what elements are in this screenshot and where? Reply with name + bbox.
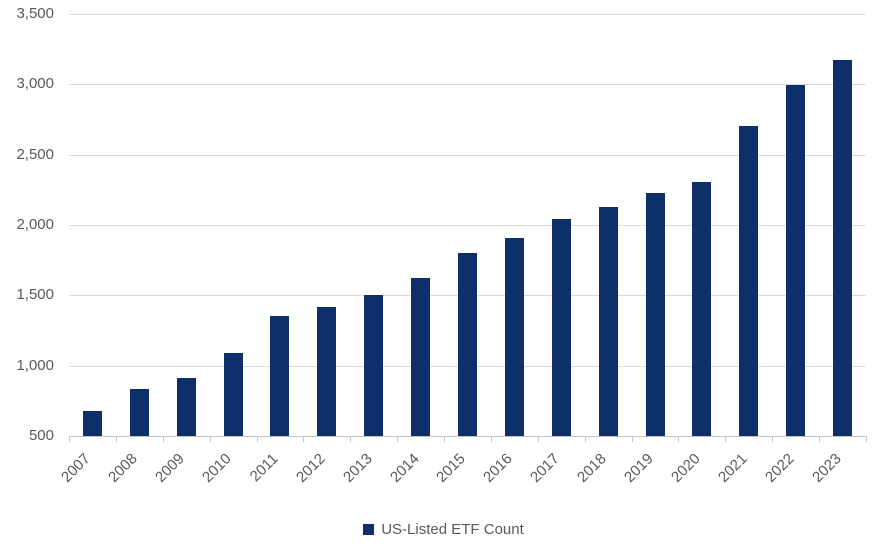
x-axis-label-2009: 2009 [151, 450, 188, 486]
bar-2019 [646, 193, 665, 436]
x-axis-label-2021: 2021 [714, 450, 751, 486]
bar-2011 [270, 316, 289, 436]
x-axis-tick [538, 437, 539, 442]
bar-2016 [505, 238, 524, 436]
x-axis-tick [866, 437, 867, 442]
x-axis-label-2011: 2011 [246, 450, 282, 486]
bar-2013 [364, 295, 383, 436]
bar-2014 [411, 278, 430, 436]
gridline-3500 [69, 14, 866, 15]
x-axis-label-2018: 2018 [573, 450, 610, 486]
x-axis-label-2012: 2012 [292, 450, 329, 486]
x-axis-tick [397, 437, 398, 442]
x-axis-tick [678, 437, 679, 442]
x-axis-tick [210, 437, 211, 442]
y-axis-tick-label: 500 [28, 427, 54, 444]
x-axis-tick [116, 437, 117, 442]
x-axis-tick [444, 437, 445, 442]
x-axis-tick [257, 437, 258, 442]
x-axis-tick [585, 437, 586, 442]
x-axis-tick [303, 437, 304, 442]
y-axis-tick-label: 1,500 [16, 286, 54, 303]
bar-2009 [177, 378, 196, 436]
x-axis-label-2014: 2014 [386, 450, 423, 486]
bar-2018 [599, 207, 618, 436]
x-axis-label-2023: 2023 [808, 450, 845, 486]
bar-2015 [458, 253, 477, 436]
x-axis-label-2016: 2016 [479, 450, 516, 486]
y-axis-tick-label: 2,500 [16, 146, 54, 163]
bar-2012 [317, 307, 336, 436]
bar-2020 [692, 182, 711, 436]
x-axis-tick [350, 437, 351, 442]
x-axis-label-2013: 2013 [339, 450, 376, 486]
y-axis-tick-label: 2,000 [16, 216, 54, 233]
legend-label: US-Listed ETF Count [381, 521, 524, 538]
x-axis-tick [772, 437, 773, 442]
x-axis-tick [632, 437, 633, 442]
x-axis-tick [69, 437, 70, 442]
legend: US-Listed ETF Count [6, 521, 875, 538]
x-axis-label-2015: 2015 [432, 450, 469, 486]
x-axis-tick [491, 437, 492, 442]
x-axis-label-2020: 2020 [667, 450, 704, 486]
x-axis-label-2010: 2010 [198, 450, 235, 486]
bar-2017 [552, 219, 571, 436]
bar-2010 [224, 353, 243, 436]
legend-square-icon [363, 524, 375, 535]
gridline-3000 [69, 84, 866, 85]
y-axis-tick-label: 3,000 [16, 75, 54, 92]
x-axis-label-2007: 2007 [57, 450, 94, 486]
bar-2021 [739, 126, 758, 436]
bar-2023 [833, 60, 852, 436]
x-axis-tick [163, 437, 164, 442]
x-axis-tick [819, 437, 820, 442]
y-axis-tick-label: 3,500 [16, 5, 54, 22]
x-axis-label-2008: 2008 [104, 450, 141, 486]
x-axis-label-2022: 2022 [761, 450, 798, 486]
gridline-2000 [69, 225, 866, 226]
gridline-2500 [69, 155, 866, 156]
bar-2007 [83, 411, 102, 436]
x-axis-label-2017: 2017 [526, 450, 563, 486]
x-axis-label-2019: 2019 [620, 450, 657, 486]
bar-2008 [130, 389, 149, 436]
x-axis-tick [725, 437, 726, 442]
x-axis-line [69, 436, 867, 437]
bar-2022 [786, 85, 805, 436]
y-axis-tick-label: 1,000 [16, 357, 54, 374]
